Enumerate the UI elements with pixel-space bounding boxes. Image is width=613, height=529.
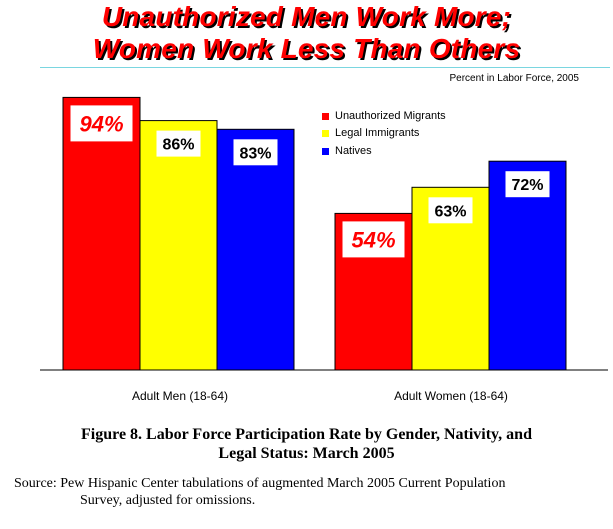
data-label-women-legal: 63% <box>434 203 466 220</box>
legend-swatch-natives <box>322 147 329 155</box>
figure-caption-line-1: Figure 8. Labor Force Participation Rate… <box>81 426 532 443</box>
legend-item-legal: Legal Immigrants <box>322 126 419 140</box>
chart-title-line-1: Unauthorized Men Work More; <box>101 1 512 32</box>
data-label-men-natives: 83% <box>239 145 271 162</box>
data-label-box-women-legal <box>428 197 473 224</box>
chart-title-line-2: Women Work Less Than Others <box>92 33 521 64</box>
data-label-women-natives: 72% <box>511 177 543 194</box>
bar-chart: 94% 86% 83% 54% 63% 72% Adult Men (18-64) Adu… <box>40 96 608 403</box>
data-label-women-unauthorized: 54% <box>351 227 395 252</box>
data-label-box-men-natives <box>233 139 278 166</box>
data-label-box-women-natives <box>505 171 550 198</box>
legend-item-unauthorized: Unauthorized Migrants <box>322 109 446 123</box>
data-label-box-men-legal <box>156 130 201 157</box>
source-line-1: Source: Pew Hispanic Center tabulations … <box>14 476 506 491</box>
source-line-2: Survey, adjusted for omissions. <box>80 493 256 508</box>
legend-swatch-legal <box>322 129 329 137</box>
data-label-men-unauthorized: 94% <box>79 111 123 136</box>
category-label-men: Adult Men (18-64) <box>132 389 228 403</box>
bar-men-natives <box>216 128 295 371</box>
bar-men-legal <box>139 120 218 371</box>
source-note: Source: Pew Hispanic Center tabulations … <box>14 475 609 509</box>
bars-group: 94% 86% 83% 54% 63% 72% <box>62 96 567 371</box>
data-label-box-women-unauthorized <box>342 221 405 258</box>
data-label-men-legal: 86% <box>162 137 194 154</box>
legend-label-legal: Legal Immigrants <box>335 127 420 139</box>
data-label-box-men-unauthorized <box>70 105 133 142</box>
figure-caption: Figure 8. Labor Force Participation Rate… <box>0 425 613 463</box>
chart-subtitle: Percent in Labor Force, 2005 <box>449 73 579 84</box>
category-label-women: Adult Women (18-64) <box>394 389 508 403</box>
legend-item-natives: Natives <box>322 144 372 158</box>
legend-swatch-unauthorized <box>322 112 329 120</box>
legend-label-natives: Natives <box>335 145 372 157</box>
legend-label-unauthorized: Unauthorized Migrants <box>335 110 446 122</box>
figure-caption-line-2: Legal Status: March 2005 <box>218 445 395 462</box>
title-divider <box>40 67 610 68</box>
